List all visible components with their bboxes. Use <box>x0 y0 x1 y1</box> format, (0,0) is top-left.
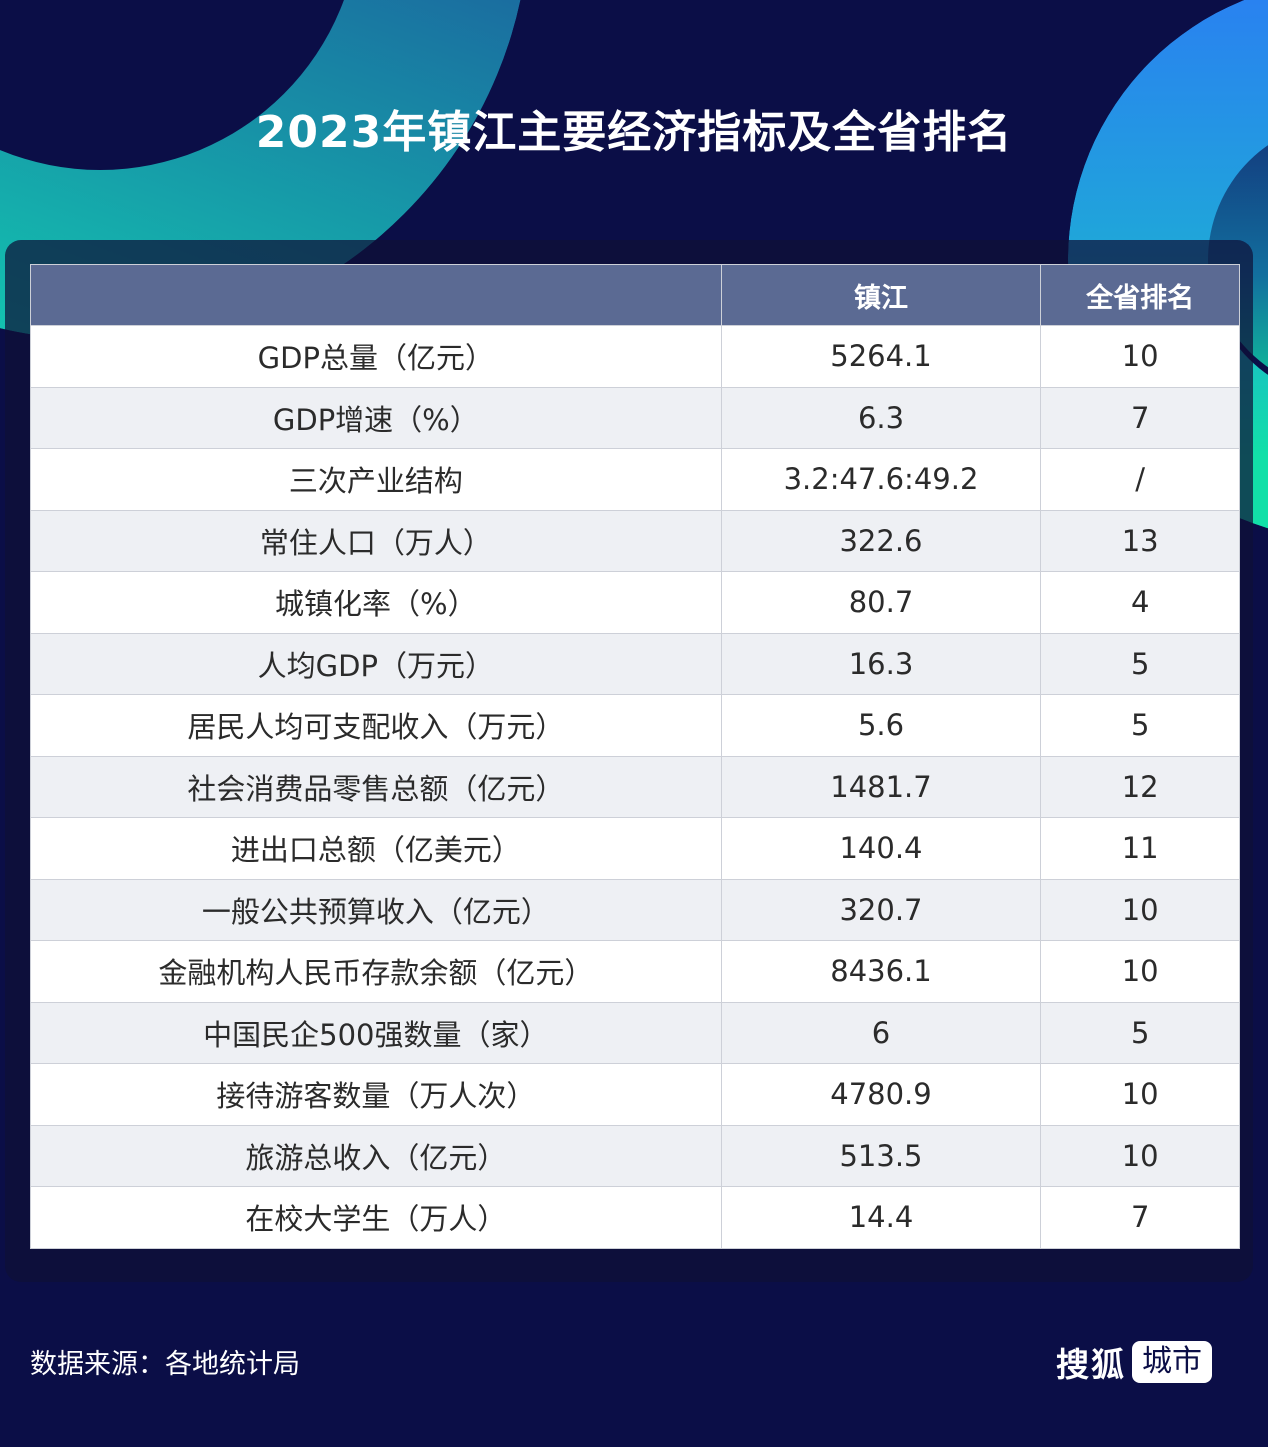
indicator-cell: GDP总量（亿元） <box>30 325 722 388</box>
indicator-cell: 进出口总额（亿美元） <box>30 817 722 880</box>
table-row: 三次产业结构 3.2:47.6:49.2 / <box>30 448 1240 511</box>
value-cell: 1481.7 <box>720 755 1042 818</box>
table-row: GDP增速（%） 6.3 7 <box>30 386 1240 449</box>
indicator-cell: 城镇化率（%） <box>30 571 722 634</box>
table-header-row: 镇江 全省排名 <box>30 264 1240 326</box>
table-row: 接待游客数量（万人次） 4780.9 10 <box>30 1063 1240 1126</box>
header-city: 镇江 <box>720 264 1042 326</box>
table-row: 金融机构人民币存款余额（亿元） 8436.1 10 <box>30 940 1240 1003</box>
value-cell: 322.6 <box>720 509 1042 572</box>
indicator-cell: 三次产业结构 <box>30 448 722 511</box>
rank-cell: 5 <box>1040 632 1240 695</box>
rank-cell: 13 <box>1040 509 1240 572</box>
table-row: GDP总量（亿元） 5264.1 10 <box>30 325 1240 388</box>
table-row: 一般公共预算收入（亿元） 320.7 10 <box>30 878 1240 941</box>
rank-cell: 5 <box>1040 694 1240 757</box>
table-row: 进出口总额（亿美元） 140.4 11 <box>30 817 1240 880</box>
indicators-table: 镇江 全省排名 GDP总量（亿元） 5264.1 10 GDP增速（%） 6.3… <box>30 264 1240 1249</box>
indicator-cell: 旅游总收入（亿元） <box>30 1124 722 1187</box>
table-row: 中国民企500强数量（家） 6 5 <box>30 1001 1240 1064</box>
value-cell: 320.7 <box>720 878 1042 941</box>
table-row: 旅游总收入（亿元） 513.5 10 <box>30 1124 1240 1187</box>
indicator-cell: 一般公共预算收入（亿元） <box>30 878 722 941</box>
rank-cell: 12 <box>1040 755 1240 818</box>
page-title: 2023年镇江主要经济指标及全省排名 <box>255 107 1013 158</box>
rank-cell: 11 <box>1040 817 1240 880</box>
indicator-cell: 社会消费品零售总额（亿元） <box>30 755 722 818</box>
indicator-cell: GDP增速（%） <box>30 386 722 449</box>
rank-cell: 10 <box>1040 325 1240 388</box>
indicator-cell: 金融机构人民币存款余额（亿元） <box>30 940 722 1003</box>
indicator-cell: 在校大学生（万人） <box>30 1186 722 1249</box>
rank-cell: 7 <box>1040 1186 1240 1249</box>
rank-cell: 10 <box>1040 940 1240 1003</box>
logo-badge-city: 城市 <box>1132 1341 1212 1383</box>
indicator-cell: 人均GDP（万元） <box>30 632 722 695</box>
rank-cell: 10 <box>1040 878 1240 941</box>
value-cell: 513.5 <box>720 1124 1042 1187</box>
value-cell: 6 <box>720 1001 1042 1064</box>
table-row: 在校大学生（万人） 14.4 7 <box>30 1186 1240 1249</box>
table-row: 居民人均可支配收入（万元） 5.6 5 <box>30 694 1240 757</box>
table-row: 社会消费品零售总额（亿元） 1481.7 12 <box>30 755 1240 818</box>
rank-cell: / <box>1040 448 1240 511</box>
header-rank: 全省排名 <box>1040 264 1240 326</box>
value-cell: 140.4 <box>720 817 1042 880</box>
value-cell: 4780.9 <box>720 1063 1042 1126</box>
value-cell: 14.4 <box>720 1186 1042 1249</box>
sohu-city-logo: 搜狐 城市 <box>1056 1338 1212 1386</box>
indicator-cell: 接待游客数量（万人次） <box>30 1063 722 1126</box>
value-cell: 80.7 <box>720 571 1042 634</box>
table-row: 人均GDP（万元） 16.3 5 <box>30 632 1240 695</box>
value-cell: 6.3 <box>720 386 1042 449</box>
header-indicator <box>30 264 722 326</box>
rank-cell: 4 <box>1040 571 1240 634</box>
logo-text-sohu: 搜狐 <box>1056 1345 1126 1384</box>
rank-cell: 7 <box>1040 386 1240 449</box>
table-row: 常住人口（万人） 322.6 13 <box>30 509 1240 572</box>
table-row: 城镇化率（%） 80.7 4 <box>30 571 1240 634</box>
rank-cell: 10 <box>1040 1124 1240 1187</box>
indicator-cell: 常住人口（万人） <box>30 509 722 572</box>
rank-cell: 10 <box>1040 1063 1240 1126</box>
value-cell: 3.2:47.6:49.2 <box>720 448 1042 511</box>
indicator-cell: 居民人均可支配收入（万元） <box>30 694 722 757</box>
indicator-cell: 中国民企500强数量（家） <box>30 1001 722 1064</box>
value-cell: 16.3 <box>720 632 1042 695</box>
value-cell: 8436.1 <box>720 940 1042 1003</box>
value-cell: 5.6 <box>720 694 1042 757</box>
value-cell: 5264.1 <box>720 325 1042 388</box>
data-source-note: 数据来源：各地统计局 <box>30 1349 300 1380</box>
rank-cell: 5 <box>1040 1001 1240 1064</box>
